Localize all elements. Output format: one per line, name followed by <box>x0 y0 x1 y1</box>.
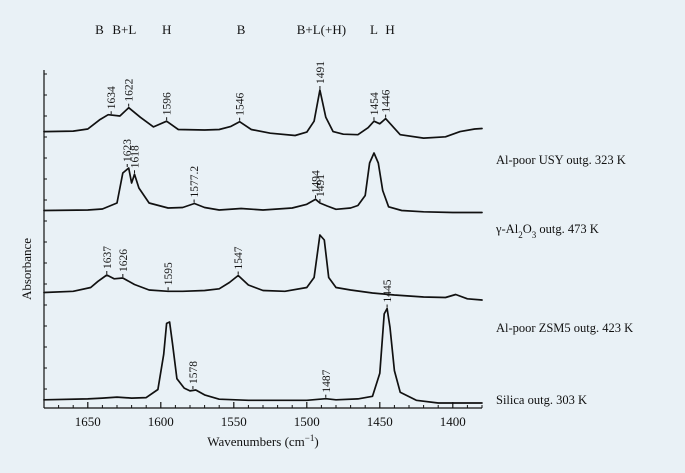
x-axis-title-sup: −1 <box>305 433 315 443</box>
x-tick-label: 1550 <box>221 414 247 429</box>
axes: 1650 1600 1550 1500 1450 1400 Wavenumbers (cm−… <box>19 70 483 449</box>
peak-label: 1491 <box>315 61 327 84</box>
y-axis-title: Absorbance <box>19 238 34 300</box>
series-label-part: O <box>523 222 532 236</box>
spectrum-line <box>43 89 483 139</box>
x-tick-label: 1400 <box>440 414 466 429</box>
peak-label: 1446 <box>381 89 393 112</box>
x-axis-title: Wavenumbers (cm−1) <box>207 433 318 449</box>
spectrum-line <box>43 307 483 404</box>
x-tick-label: 1500 <box>294 414 320 429</box>
spectrum-line <box>43 234 483 301</box>
series-label-part: γ-Al <box>495 222 519 236</box>
series-label: γ-Al2O3 outg. 473 K <box>495 222 599 240</box>
peak-label: 1578 <box>188 361 200 384</box>
peak-label: 1596 <box>162 92 174 115</box>
peak-label: 1637 <box>102 246 114 269</box>
peak-label: 1618 <box>130 145 142 168</box>
peak-label: 1547 <box>233 246 245 269</box>
peak-label: 1595 <box>163 262 175 285</box>
x-axis-title-tail: ) <box>314 434 318 449</box>
series-label-part: 3 <box>532 230 537 240</box>
spectra <box>43 89 483 404</box>
series-label: Silica outg. 303 K <box>496 393 587 407</box>
peak-label: 1454 <box>369 92 381 115</box>
band-label: B <box>237 22 246 37</box>
peak-label: 1577.2 <box>189 166 201 198</box>
series-label: Al-poor ZSM5 outg. 423 K <box>496 321 633 335</box>
peak-label: 1445 <box>382 279 394 302</box>
band-label: H <box>385 22 394 37</box>
band-label: L <box>370 22 378 37</box>
band-label: B+L(+H) <box>297 22 346 37</box>
series-label-part: outg. 473 K <box>536 222 599 236</box>
x-tick-label: 1600 <box>148 414 174 429</box>
series-label-part: Silica outg. 303 K <box>496 393 587 407</box>
band-label: H <box>162 22 171 37</box>
series-label-part: 2 <box>518 230 523 240</box>
peak-label: 1546 <box>235 92 247 115</box>
peak-label: 1622 <box>124 78 136 101</box>
peak-label: 1626 <box>118 249 130 272</box>
band-label: B+L <box>112 22 136 37</box>
x-tick-label: 1450 <box>367 414 393 429</box>
series-label: Al-poor USY outg. 323 K <box>496 153 626 167</box>
x-axis-title-main: Wavenumbers (cm <box>207 434 305 449</box>
series-label-part: Al-poor ZSM5 outg. 423 K <box>496 321 633 335</box>
peak-label: 1487 <box>321 369 333 392</box>
peak-label: 1634 <box>106 86 118 109</box>
peak-label: 1494 <box>311 170 323 193</box>
peak-label: 1491 <box>315 174 327 197</box>
peak-label: 1623 <box>122 139 134 162</box>
spectrum-line <box>43 152 483 214</box>
x-tick-label: 1650 <box>75 414 101 429</box>
band-label: B <box>95 22 104 37</box>
series-label-part: Al-poor USY outg. 323 K <box>496 153 626 167</box>
